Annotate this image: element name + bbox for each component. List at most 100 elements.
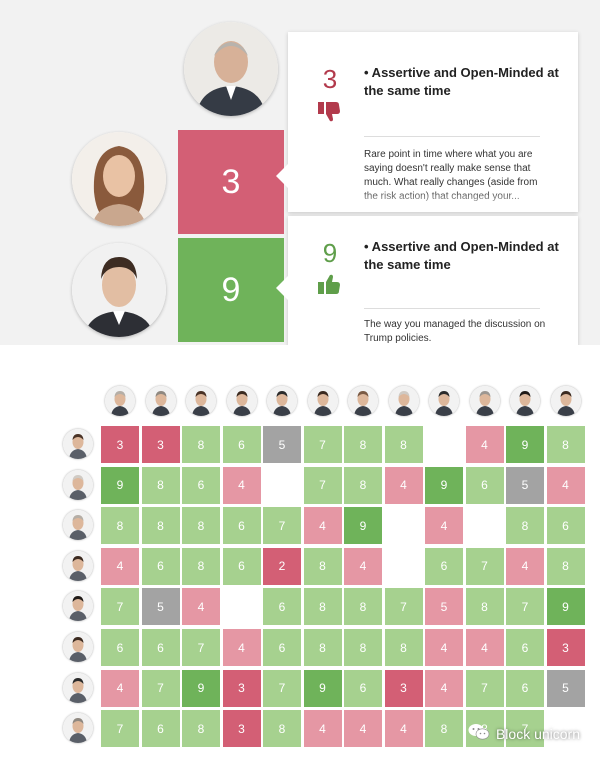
matrix-cell[interactable]: 8: [546, 426, 585, 463]
matrix-cell[interactable]: [263, 466, 301, 504]
matrix-cell[interactable]: 3: [222, 710, 261, 748]
matrix-cell[interactable]: 6: [101, 629, 139, 666]
column-header-avatar[interactable]: [348, 386, 378, 416]
matrix-cell[interactable]: 6: [506, 669, 544, 707]
matrix-cell[interactable]: 7: [303, 426, 342, 463]
matrix-cell[interactable]: 2: [263, 547, 301, 585]
matrix-cell[interactable]: 8: [344, 588, 382, 626]
speaker-avatar[interactable]: [184, 22, 278, 116]
matrix-cell[interactable]: 8: [344, 426, 382, 463]
row-header-avatar[interactable]: [63, 632, 93, 662]
matrix-cell[interactable]: 3: [101, 426, 139, 463]
matrix-cell[interactable]: 4: [465, 426, 504, 463]
column-header-avatar[interactable]: [307, 386, 338, 416]
rater-avatar-woman[interactable]: [72, 132, 166, 226]
matrix-cell[interactable]: 8: [425, 710, 463, 748]
matrix-cell[interactable]: 6: [425, 547, 463, 585]
matrix-cell[interactable]: 4: [182, 588, 220, 626]
matrix-cell[interactable]: 9: [546, 588, 585, 626]
matrix-cell[interactable]: [465, 507, 504, 545]
matrix-cell[interactable]: 4: [384, 466, 423, 504]
matrix-cell[interactable]: 8: [141, 466, 180, 504]
matrix-cell[interactable]: 4: [344, 547, 382, 585]
matrix-cell[interactable]: 4: [222, 466, 261, 504]
score-tile-green[interactable]: 9: [178, 238, 284, 342]
matrix-cell[interactable]: 8: [546, 547, 585, 585]
row-header-avatar[interactable]: [63, 469, 93, 500]
matrix-cell[interactable]: 3: [546, 629, 585, 666]
column-header-avatar[interactable]: [429, 386, 459, 416]
matrix-cell[interactable]: 4: [101, 669, 139, 707]
matrix-cell[interactable]: 7: [182, 629, 220, 666]
matrix-cell[interactable]: 9: [344, 507, 382, 545]
column-header-avatar[interactable]: [469, 386, 500, 416]
matrix-cell[interactable]: 7: [101, 588, 139, 626]
matrix-cell[interactable]: [384, 507, 423, 545]
matrix-cell[interactable]: 7: [384, 588, 423, 626]
matrix-cell[interactable]: 4: [425, 629, 463, 666]
matrix-cell[interactable]: 8: [384, 629, 423, 666]
matrix-cell[interactable]: 8: [303, 547, 342, 585]
matrix-cell[interactable]: 5: [263, 426, 301, 463]
matrix-cell[interactable]: 9: [425, 466, 463, 504]
row-header-avatar[interactable]: [63, 713, 93, 744]
column-header-avatar[interactable]: [186, 386, 216, 416]
matrix-cell[interactable]: 4: [222, 629, 261, 666]
matrix-cell[interactable]: 4: [101, 547, 139, 585]
column-header-avatar[interactable]: [550, 386, 581, 416]
matrix-cell[interactable]: 6: [141, 629, 180, 666]
matrix-cell[interactable]: 4: [506, 547, 544, 585]
matrix-cell[interactable]: 5: [506, 466, 544, 504]
matrix-cell[interactable]: 4: [384, 710, 423, 748]
column-header-avatar[interactable]: [510, 386, 540, 416]
feedback-card-positive[interactable]: 9 • Assertive and Open-Minded at the sam…: [276, 216, 578, 345]
matrix-cell[interactable]: 7: [101, 710, 139, 748]
matrix-cell[interactable]: [384, 547, 423, 585]
matrix-cell[interactable]: 4: [303, 507, 342, 545]
matrix-cell[interactable]: 7: [141, 669, 180, 707]
column-header-avatar[interactable]: [226, 386, 257, 416]
matrix-cell[interactable]: 7: [263, 669, 301, 707]
matrix-cell[interactable]: 8: [182, 547, 220, 585]
matrix-cell[interactable]: [546, 710, 585, 748]
column-header-avatar[interactable]: [105, 386, 135, 416]
matrix-cell[interactable]: 8: [303, 588, 342, 626]
matrix-cell[interactable]: 3: [222, 669, 261, 707]
row-header-avatar[interactable]: [63, 510, 93, 541]
matrix-cell[interactable]: 3: [384, 669, 423, 707]
column-header-avatar[interactable]: [145, 386, 176, 416]
matrix-cell[interactable]: 6: [182, 466, 220, 504]
matrix-cell[interactable]: 6: [546, 507, 585, 545]
matrix-cell[interactable]: 7: [263, 507, 301, 545]
matrix-cell[interactable]: 8: [344, 629, 382, 666]
matrix-cell[interactable]: 7: [506, 710, 544, 748]
column-header-avatar[interactable]: [388, 386, 419, 416]
matrix-cell[interactable]: 4: [425, 669, 463, 707]
row-header-avatar[interactable]: [63, 550, 93, 581]
matrix-cell[interactable]: 4: [303, 710, 342, 748]
matrix-cell[interactable]: 7: [465, 547, 504, 585]
matrix-cell[interactable]: 9: [303, 669, 342, 707]
row-header-avatar[interactable]: [63, 429, 93, 459]
matrix-cell[interactable]: 3: [141, 426, 180, 463]
matrix-cell[interactable]: 9: [506, 426, 544, 463]
matrix-cell[interactable]: 6: [222, 507, 261, 545]
matrix-cell[interactable]: 9: [101, 466, 139, 504]
matrix-cell[interactable]: 8: [384, 426, 423, 463]
matrix-cell[interactable]: 8: [344, 466, 382, 504]
matrix-cell[interactable]: 8: [141, 507, 180, 545]
matrix-cell[interactable]: 8: [182, 710, 220, 748]
column-header-avatar[interactable]: [267, 386, 297, 416]
matrix-cell[interactable]: 4: [425, 507, 463, 545]
row-header-avatar[interactable]: [63, 591, 93, 622]
matrix-cell[interactable]: 5: [141, 588, 180, 626]
feedback-card-negative[interactable]: 3 • Assertive and Open-Minded at the sam…: [276, 32, 578, 212]
matrix-cell[interactable]: 6: [141, 710, 180, 748]
matrix-cell[interactable]: 4: [465, 629, 504, 666]
matrix-cell[interactable]: 8: [182, 426, 220, 463]
matrix-cell[interactable]: [222, 588, 261, 626]
matrix-cell[interactable]: 9: [182, 669, 220, 707]
matrix-cell[interactable]: 8: [101, 507, 139, 545]
matrix-cell[interactable]: 5: [425, 588, 463, 626]
matrix-cell[interactable]: 6: [344, 669, 382, 707]
